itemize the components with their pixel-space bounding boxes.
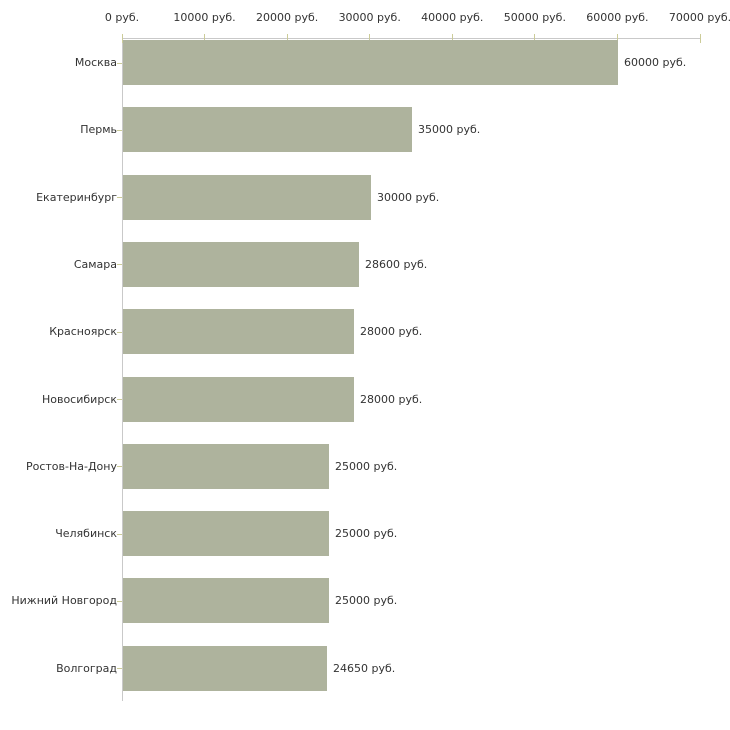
x-axis-tick-label: 70000 руб.	[668, 11, 730, 24]
bar	[123, 309, 354, 355]
x-axis-tick	[121, 34, 123, 43]
bar	[123, 174, 371, 220]
category-tick	[117, 130, 122, 131]
x-axis-tick	[534, 34, 536, 43]
bar	[123, 241, 359, 287]
category-label: Нижний Новгород	[11, 594, 117, 608]
value-label: 24650 руб.	[333, 661, 396, 675]
x-axis-tick-label: 10000 руб.	[173, 11, 236, 24]
y-axis-line	[122, 38, 123, 701]
value-label: 30000 руб.	[377, 190, 440, 204]
category-tick	[117, 197, 122, 198]
value-label: 35000 руб.	[418, 123, 481, 137]
x-axis-tick	[369, 34, 371, 43]
category-tick	[117, 534, 122, 535]
bar	[123, 40, 618, 85]
category-tick	[117, 63, 122, 64]
bar	[123, 443, 329, 489]
value-label: 28000 руб.	[360, 392, 423, 406]
category-label: Красноярск	[49, 325, 117, 339]
x-axis-tick-label: 40000 руб.	[421, 11, 484, 24]
bar	[123, 376, 354, 422]
category-label: Екатеринбург	[36, 190, 117, 204]
value-label: 25000 руб.	[335, 527, 398, 541]
value-label: 25000 руб.	[335, 594, 398, 608]
category-label: Челябинск	[55, 527, 117, 541]
category-tick	[117, 399, 122, 400]
value-label: 60000 руб.	[624, 56, 687, 69]
value-label: 25000 руб.	[335, 459, 398, 473]
x-axis-line	[122, 38, 700, 39]
x-axis-tick	[616, 34, 618, 43]
x-axis-tick-label: 50000 руб.	[503, 11, 566, 24]
x-axis-tick-label: 60000 руб.	[586, 11, 649, 24]
x-axis-tick	[699, 34, 701, 43]
category-label: Самара	[73, 257, 117, 271]
bar	[123, 511, 329, 557]
category-label: Ростов-На-Дону	[25, 459, 117, 473]
category-tick	[117, 264, 122, 265]
bar	[123, 107, 412, 153]
category-tick	[117, 601, 122, 602]
x-axis-tick-label: 20000 руб.	[256, 11, 319, 24]
category-label: Пермь	[80, 123, 117, 137]
value-label: 28000 руб.	[360, 325, 423, 339]
value-label: 28600 руб.	[365, 257, 428, 271]
bar	[123, 645, 327, 691]
category-label: Москва	[74, 56, 117, 69]
category-tick	[117, 466, 122, 467]
bar	[123, 578, 329, 624]
x-axis-tick-label: 0 руб.	[104, 11, 140, 24]
x-axis-tick	[204, 34, 206, 43]
x-axis-tick	[451, 34, 453, 43]
x-axis-tick-label: 30000 руб.	[338, 11, 401, 24]
category-label: Новосибирск	[41, 392, 117, 406]
x-axis-tick	[286, 34, 288, 43]
category-label: Волгоград	[56, 661, 117, 675]
category-tick	[117, 668, 122, 669]
category-tick	[117, 332, 122, 333]
